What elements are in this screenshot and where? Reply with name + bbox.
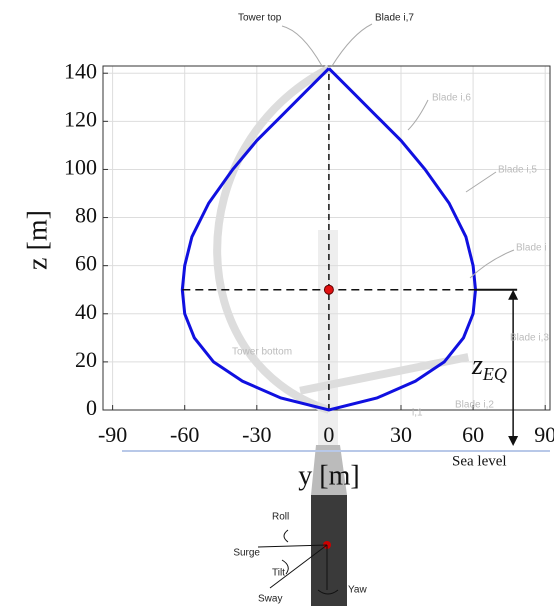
tilt-label: Tilt [272,568,285,579]
y-tick-label: 0 [86,395,97,420]
y-tick-label: 100 [64,154,97,179]
y-tick-label: 140 [64,58,97,83]
sea-level-label: Sea level [452,453,507,469]
x-tick-label: -90 [98,422,127,447]
x-tick-label: 30 [390,422,412,447]
annotation: i,1 [412,408,423,419]
x-tick-label: 90 [534,422,554,447]
annotation: Blade i,7 [375,13,414,24]
x-tick-label: 0 [323,422,334,447]
line-series [180,67,478,412]
annotation: Blade i,3 [510,333,549,344]
leader-line [281,23,515,279]
annotation: Tower bottom [232,347,292,358]
dof-arrows [257,529,339,595]
z-eq-base: z [471,350,483,381]
x-tick-label: -30 [242,422,271,447]
annotation: Tower top [238,13,282,24]
sway-label: Sway [258,594,282,605]
y-tick-label: 40 [75,299,97,324]
z-eq-label: zEQ [471,350,507,384]
tower-shadow [318,230,338,445]
yaw-label: Yaw [348,585,367,596]
x-tick-label: -60 [170,422,199,447]
blade-shadow [213,64,331,414]
y-tick-label: 20 [75,347,97,372]
y-tick-label: 60 [75,251,97,276]
y-tick-label: 80 [75,203,97,228]
platform [311,495,347,606]
y-tick-label: 120 [64,106,97,131]
z-eq-sub: EQ [482,364,507,384]
annotation: Blade i [516,243,547,254]
annotation: Blade i,6 [432,93,471,104]
y-axis-label: z [m] [22,210,53,270]
x-tick-label: 60 [462,422,484,447]
tower-lower [311,445,347,495]
roll-label: Roll [272,512,289,523]
x-axis-label: y [m] [298,460,359,491]
surge-label: Surge [233,548,260,559]
annotation: Blade i,5 [498,165,537,176]
eq-point [323,284,334,295]
blade-shadow [299,353,470,395]
annotation: Blade i,2 [455,400,494,411]
